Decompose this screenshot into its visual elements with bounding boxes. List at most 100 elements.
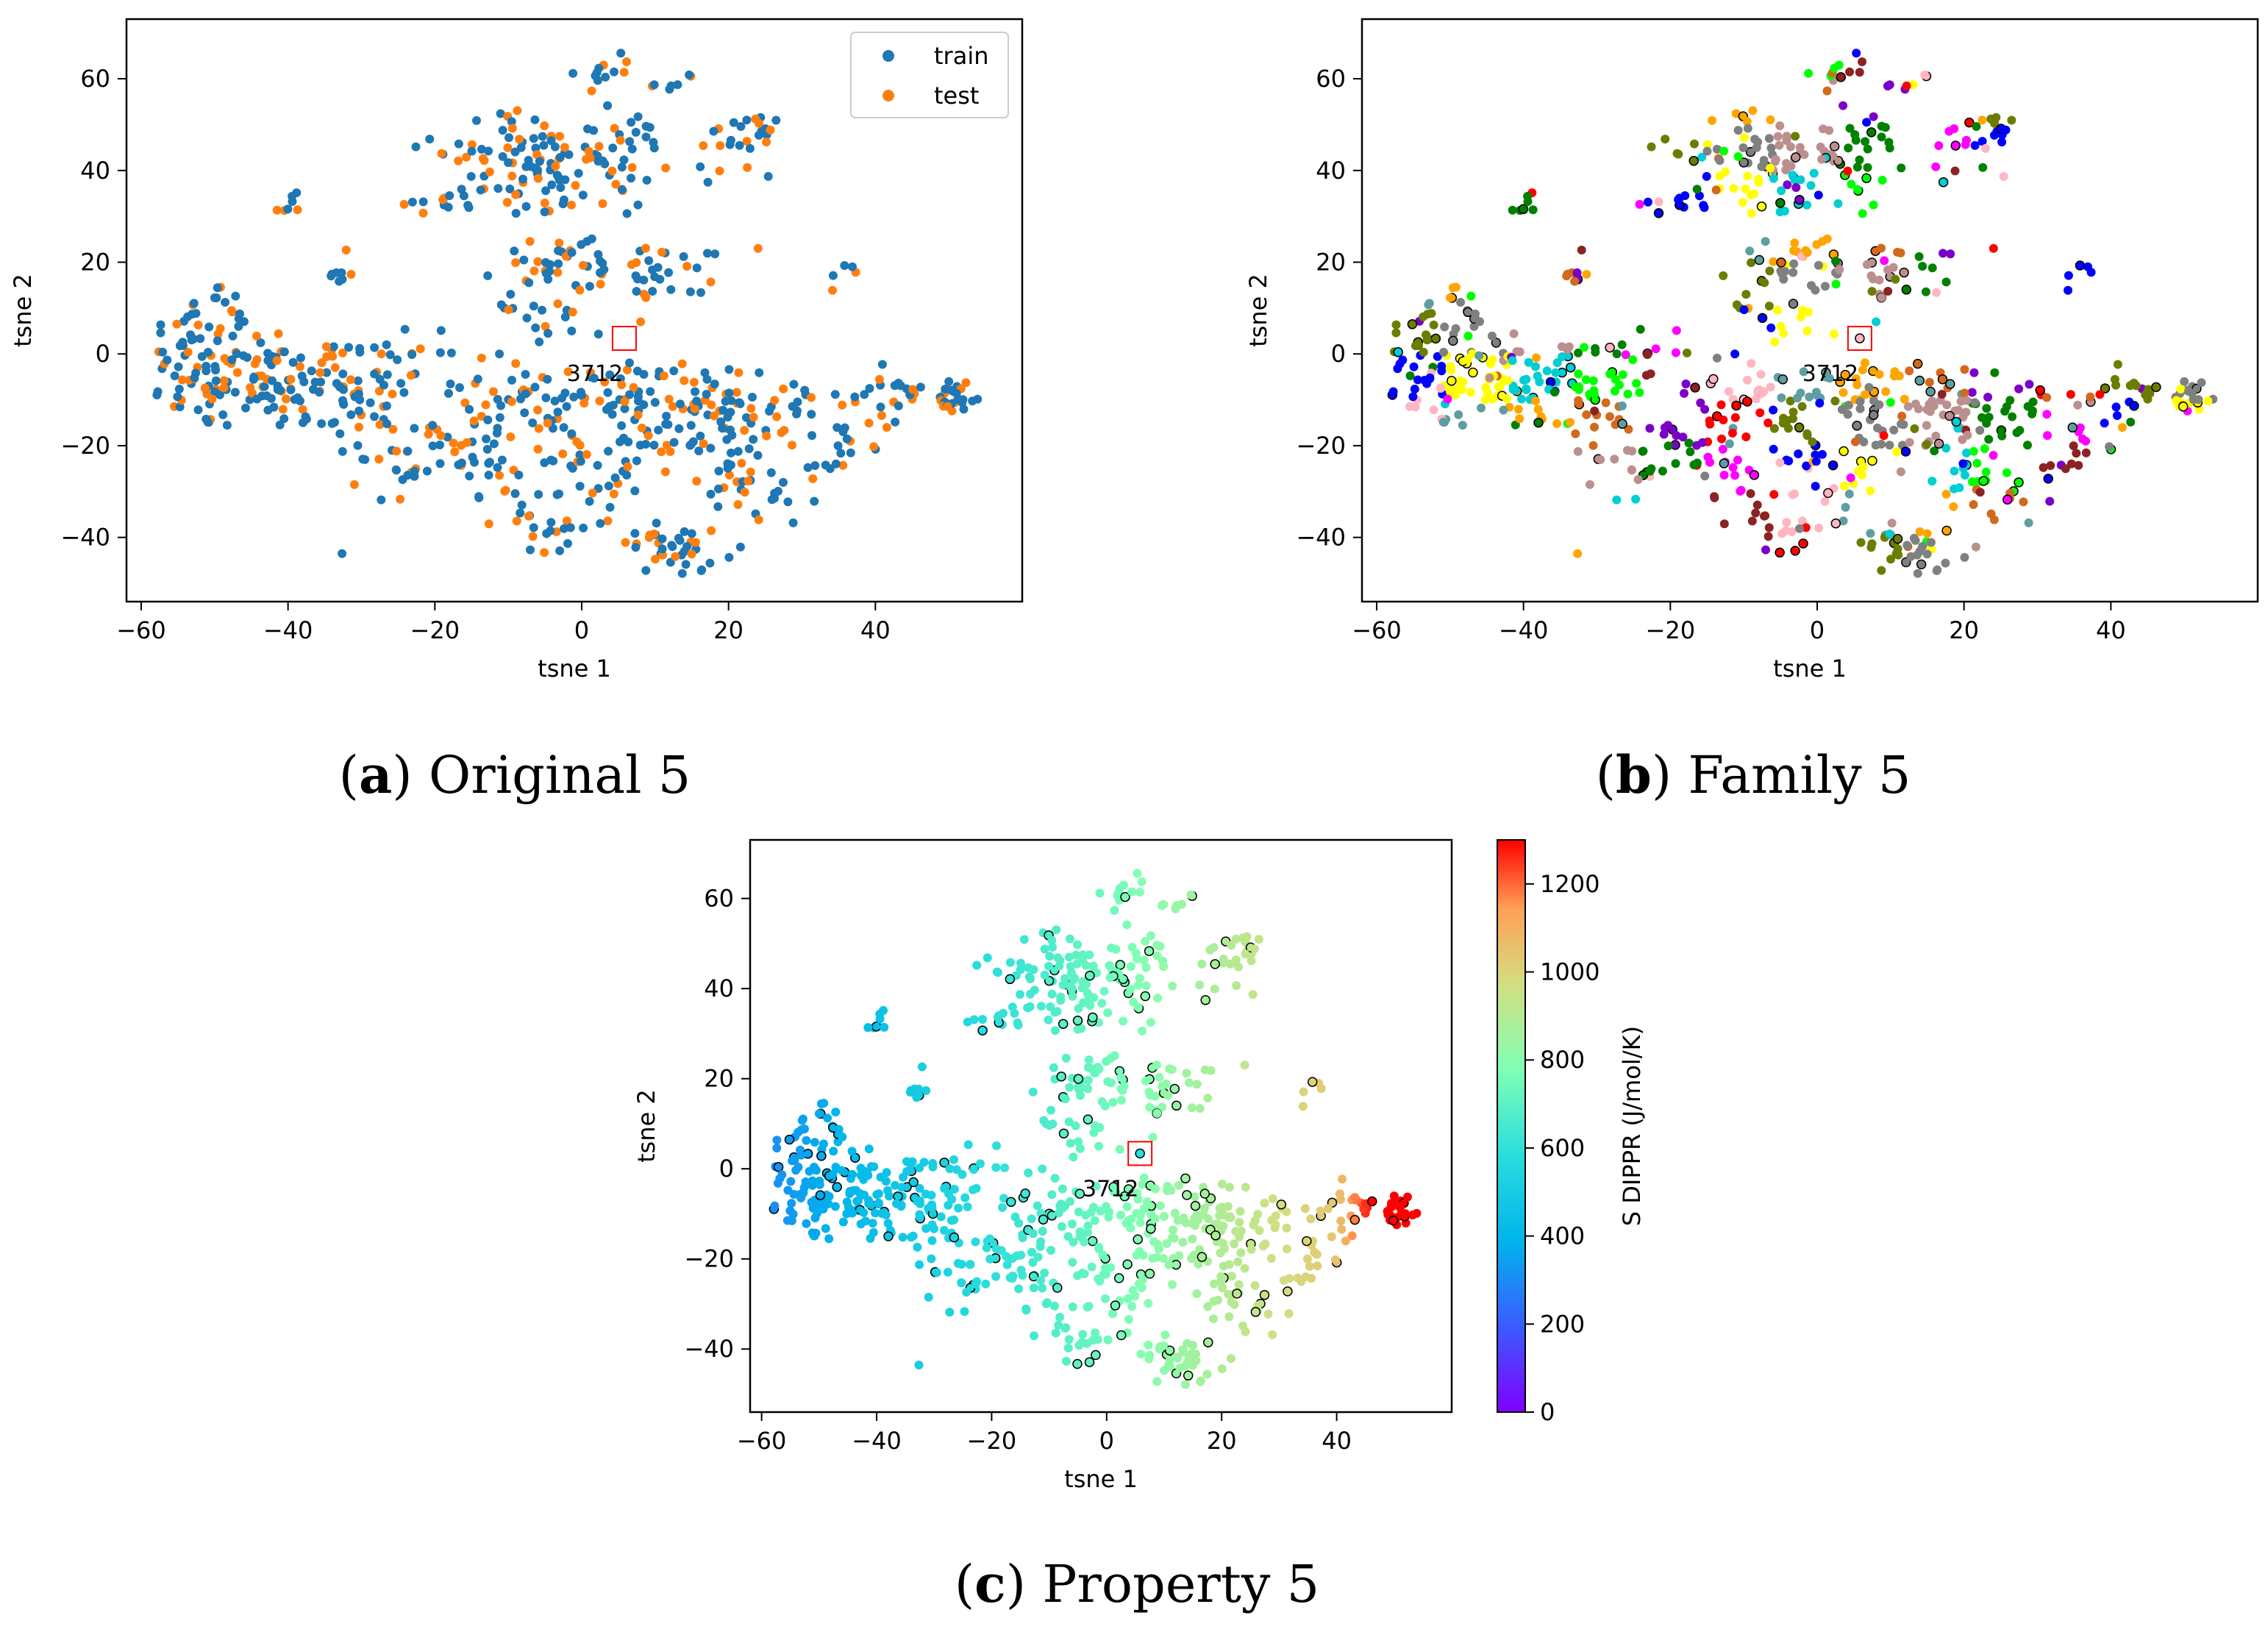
scatter-point	[2112, 411, 2122, 420]
scatter-point	[227, 355, 237, 365]
scatter-point	[1141, 1076, 1150, 1086]
scatter-point	[2183, 387, 2193, 396]
scatter-point	[1184, 1078, 1194, 1088]
scatter-point	[522, 313, 532, 323]
scatter-point	[1119, 1081, 1129, 1091]
scatter-point	[1742, 117, 1752, 127]
scatter-point	[699, 439, 708, 449]
scatter-point	[1797, 402, 1807, 411]
scatter-point	[1282, 1207, 1291, 1216]
scatter-point	[1710, 493, 1719, 502]
scatter-point	[2015, 426, 2025, 435]
scatter-point	[1764, 523, 1774, 532]
scatter-point	[1085, 1001, 1095, 1010]
scatter-point	[179, 341, 188, 350]
scatter-point	[558, 449, 568, 459]
scatter-point	[1089, 1127, 1099, 1137]
scatter-point	[660, 467, 670, 477]
scatter-point	[1132, 1250, 1141, 1260]
caption-b-text: Family 5	[1672, 745, 1911, 805]
scatter-point	[1240, 1061, 1249, 1070]
scatter-point	[1430, 333, 1441, 344]
scatter-point	[1981, 467, 1991, 477]
scatter-point	[1751, 508, 1761, 518]
scatter-point	[639, 400, 649, 410]
scatter-point	[510, 489, 520, 499]
scatter-point	[365, 398, 375, 407]
scatter-point	[1463, 355, 1472, 365]
scatter-point	[377, 495, 386, 505]
scatter-point	[315, 368, 325, 377]
scatter-point	[1930, 446, 1939, 456]
scatter-point	[794, 1162, 803, 1172]
scatter-point	[1447, 376, 1457, 386]
scatter-point	[1271, 1220, 1280, 1230]
scatter-point	[1958, 459, 1968, 468]
scatter-point	[1663, 441, 1673, 451]
scatter-point	[1712, 144, 1722, 154]
scatter-point	[1708, 115, 1716, 125]
scatter-point	[1866, 127, 1877, 138]
scatter-point	[567, 327, 577, 335]
scatter-point	[636, 317, 646, 327]
scatter-point	[1799, 367, 1808, 377]
scatter-point	[866, 1200, 875, 1209]
scatter-point	[1297, 1277, 1306, 1286]
scatter-point	[1922, 421, 1931, 430]
scatter-point	[393, 355, 402, 365]
scatter-point	[766, 125, 775, 135]
panel-c-ylabel: tsne 2	[632, 1089, 660, 1163]
scatter-point	[531, 323, 541, 332]
scatter-point	[1797, 516, 1807, 526]
scatter-point	[1719, 519, 1729, 529]
scatter-point	[1730, 413, 1740, 422]
scatter-point	[832, 1182, 842, 1192]
scatter-point	[2043, 474, 2053, 484]
scatter-point	[1741, 184, 1750, 193]
scatter-point	[1133, 1194, 1143, 1204]
scatter-point	[2178, 402, 2189, 412]
scatter-point	[1187, 1103, 1197, 1113]
scatter-point	[999, 1008, 1008, 1018]
scatter-point	[1733, 455, 1742, 465]
scatter-point	[462, 152, 471, 162]
scatter-point	[1775, 207, 1785, 217]
scatter-point	[1310, 1247, 1319, 1257]
scatter-point	[1110, 1300, 1121, 1311]
scatter-point	[1779, 329, 1789, 338]
scatter-point	[976, 1159, 985, 1169]
scatter-point	[943, 402, 952, 411]
scatter-point	[337, 268, 346, 277]
scatter-point	[272, 205, 282, 215]
scatter-point	[1743, 171, 1752, 181]
scatter-point	[927, 1220, 937, 1230]
scatter-point	[625, 137, 635, 146]
scatter-point	[788, 441, 796, 450]
scatter-point	[1858, 209, 1867, 218]
scatter-point	[1950, 466, 1959, 476]
scatter-point	[978, 1015, 988, 1024]
scatter-point	[1632, 379, 1641, 388]
scatter-point	[1336, 1189, 1344, 1199]
scatter-point	[1422, 335, 1432, 345]
scatter-point	[1188, 1234, 1197, 1244]
scatter-point	[1962, 396, 1972, 405]
scatter-point	[1970, 140, 1980, 150]
scatter-point	[898, 1233, 907, 1242]
scatter-point	[1863, 163, 1872, 172]
scatter-point	[1828, 152, 1838, 160]
scatter-point	[1861, 358, 1869, 368]
scatter-point	[1066, 1197, 1075, 1206]
scatter-point	[190, 373, 199, 382]
scatter-point	[594, 63, 604, 73]
scatter-point	[1571, 429, 1580, 438]
scatter-point	[468, 452, 477, 462]
scatter-point	[1241, 1327, 1250, 1336]
scatter-point	[1196, 1377, 1205, 1386]
scatter-point	[1069, 1237, 1078, 1247]
scatter-point	[1217, 1202, 1227, 1212]
scatter-point	[1306, 1214, 1316, 1224]
scatter-point	[627, 174, 635, 183]
y-tick-label: 0	[719, 1155, 734, 1183]
scatter-point	[877, 360, 887, 369]
